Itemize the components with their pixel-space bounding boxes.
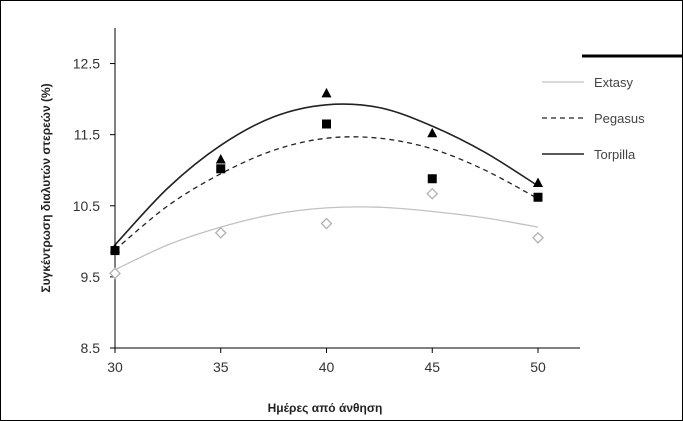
axes [114, 28, 580, 349]
y-axis-title: Συγκέντρωση διαλυτών στερεών (%) [39, 83, 53, 292]
data-point-extasy [426, 187, 439, 200]
data-point-extasy [532, 231, 544, 244]
legend-label-pegasus: Pegasus [594, 111, 645, 126]
y-tick-group: 12.5 11.5 10.5 9.5 8.5 [73, 56, 115, 356]
x-axis-title: Ημέρες από άνθηση [268, 401, 383, 415]
data-point-torpilla [321, 87, 332, 98]
data-point-pegasus [533, 192, 543, 202]
legend: Extasy Pegasus Torpilla [542, 54, 682, 162]
y-tick-label: 9.5 [81, 269, 101, 285]
x-tick-label: 50 [530, 359, 546, 375]
series-line-extasy [114, 206, 539, 271]
data-point-pegasus [216, 164, 226, 174]
legend-label-extasy: Extasy [594, 75, 634, 90]
legend-label-torpilla: Torpilla [594, 147, 636, 162]
series-line-torpilla [114, 103, 539, 246]
y-tick-label: 11.5 [74, 127, 100, 143]
x-tick-group: 30 35 40 45 50 [107, 348, 546, 375]
y-tick-label: 12.5 [73, 56, 100, 72]
data-point-extasy [214, 226, 227, 239]
x-tick-label: 40 [319, 359, 335, 375]
y-tick-label: 8.5 [81, 340, 101, 356]
data-points [109, 87, 544, 280]
x-tick-label: 30 [107, 359, 123, 375]
data-point-pegasus [322, 119, 331, 129]
data-point-pegasus [427, 174, 437, 184]
x-tick-label: 45 [424, 359, 440, 375]
x-tick-label: 35 [213, 359, 229, 375]
data-point-extasy [109, 267, 121, 280]
data-point-torpilla [427, 127, 438, 138]
data-point-torpilla [215, 154, 226, 164]
fit-curves [114, 103, 539, 271]
data-point-torpilla [533, 177, 543, 188]
y-tick-label: 10.5 [73, 198, 100, 214]
series-line-pegasus [114, 136, 539, 251]
data-point-extasy [320, 217, 333, 230]
data-point-torpilla [110, 242, 120, 253]
